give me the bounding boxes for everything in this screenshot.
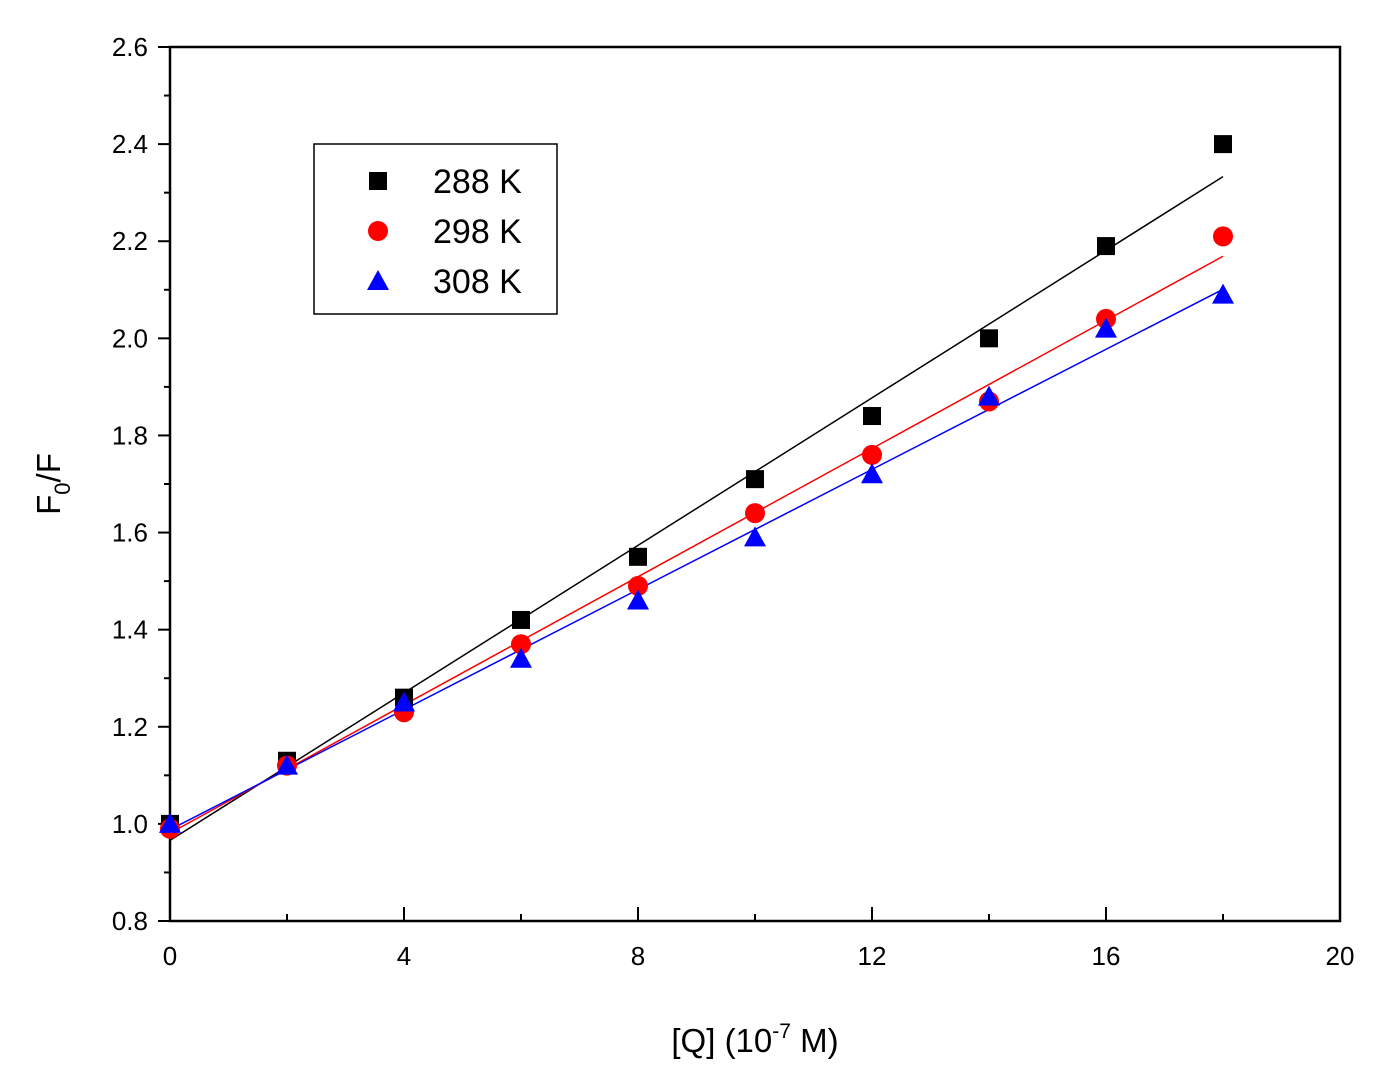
y-tick-label: 2.0 (112, 323, 148, 353)
legend-box (313, 143, 558, 315)
y-tick-label: 1.0 (112, 809, 148, 839)
data-point-288-k (980, 329, 998, 348)
y-axis-title: F0/F (30, 453, 75, 515)
data-point-308-k (744, 526, 766, 547)
data-point-308-k (1212, 283, 1234, 304)
data-point-308-k (978, 385, 1000, 406)
fit-lines (169, 176, 1224, 842)
x-tick-label: 16 (1092, 941, 1121, 971)
data-point-298-k (628, 575, 648, 596)
y-tick-label: 1.6 (112, 518, 148, 548)
data-point-308-k (627, 589, 649, 610)
data-point-288-k (512, 610, 530, 629)
data-point-288-k (746, 470, 764, 489)
fit-line-308-k (169, 288, 1224, 831)
y-tick-label: 1.2 (112, 712, 148, 742)
data-point-308-k (1095, 317, 1117, 338)
data-point-288-k (1097, 237, 1115, 256)
y-tick-label: 1.4 (112, 615, 148, 645)
data-point-288-k (1214, 135, 1232, 154)
data-point-288-k (863, 407, 881, 426)
data-markers (159, 135, 1234, 839)
y-tick-label: 2.4 (112, 129, 148, 159)
legend-marker-308-k (367, 270, 389, 290)
y-tick-label: 2.2 (112, 226, 148, 256)
legend-label-308-k: 308 K (433, 263, 522, 301)
data-point-298-k (862, 444, 882, 465)
data-point-308-k (276, 754, 298, 775)
y-tick-label: 2.6 (112, 32, 148, 62)
x-tick-label: 0 (163, 941, 177, 971)
data-point-298-k (1213, 226, 1233, 247)
x-axis-title: [Q] (10-7 M) (671, 1020, 838, 1059)
data-point-308-k (861, 463, 883, 484)
legend-marker-288-k (369, 172, 387, 190)
x-tick-label: 8 (631, 941, 645, 971)
legend: 288 K 298 K 308 K (313, 143, 558, 315)
data-point-298-k (745, 503, 765, 524)
data-point-308-k (159, 812, 181, 833)
data-point-288-k (629, 547, 647, 566)
fit-line-298-k (169, 255, 1224, 834)
data-point-308-k (393, 691, 415, 712)
y-tick-label: 1.8 (112, 420, 148, 450)
fit-line-288-k (169, 176, 1224, 842)
y-tick-label: 0.8 (112, 906, 148, 936)
data-point-298-k (511, 634, 531, 655)
axis-ticks: 0 4 8 12 16 20 0.8 1.0 1.2 1.4 1.6 1.8 2.0 2.2 2.4 2.6 (112, 32, 1355, 971)
x-tick-label: 12 (858, 941, 887, 971)
x-tick-label: 20 (1326, 941, 1355, 971)
x-tick-label: 4 (397, 941, 411, 971)
legend-label-288-k: 288 K (433, 163, 522, 201)
legend-marker-298-k (368, 221, 388, 241)
data-point-308-k (510, 647, 532, 668)
legend-label-298-k: 298 K (433, 213, 522, 251)
